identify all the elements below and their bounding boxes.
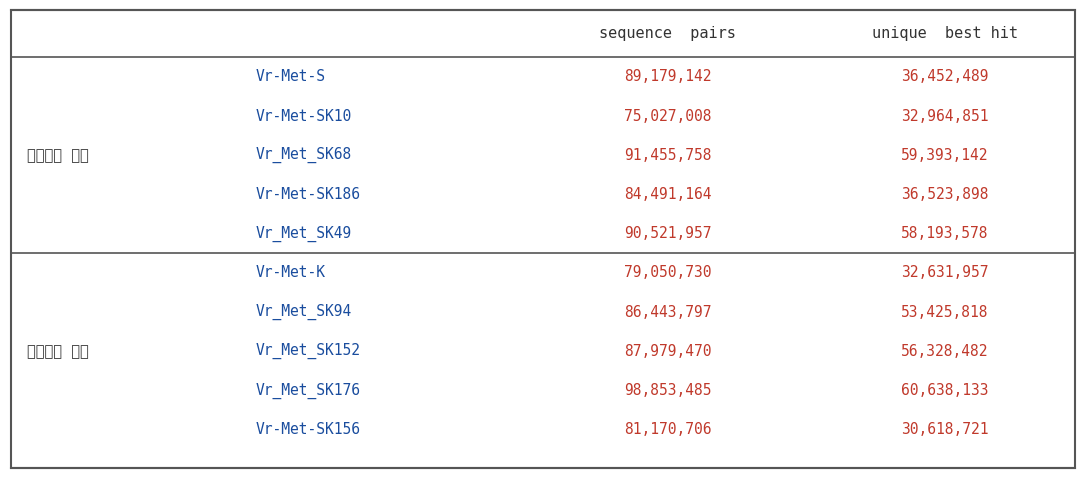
Text: unique  best hit: unique best hit <box>872 26 1018 41</box>
Text: 동시등숙  높음: 동시등숙 높음 <box>27 148 89 163</box>
Text: Vr_Met_SK94: Vr_Met_SK94 <box>255 304 352 320</box>
Text: Vr-Met-SK156: Vr-Met-SK156 <box>255 422 361 437</box>
Text: Vr-Met-SK186: Vr-Met-SK186 <box>255 187 361 202</box>
Text: sequence  pairs: sequence pairs <box>599 26 736 41</box>
Text: 59,393,142: 59,393,142 <box>901 148 988 163</box>
Text: 86,443,797: 86,443,797 <box>624 304 711 320</box>
Text: Vr-Met-S: Vr-Met-S <box>255 69 325 85</box>
Text: Vr_Met_SK68: Vr_Met_SK68 <box>255 147 352 163</box>
Text: 98,853,485: 98,853,485 <box>624 383 711 398</box>
Text: 36,523,898: 36,523,898 <box>901 187 988 202</box>
Text: 동시등숙  낙음: 동시등숙 낙음 <box>27 344 89 359</box>
Text: 32,964,851: 32,964,851 <box>901 109 988 124</box>
Text: Vr-Met-K: Vr-Met-K <box>255 265 325 281</box>
Text: 84,491,164: 84,491,164 <box>624 187 711 202</box>
Text: 30,618,721: 30,618,721 <box>901 422 988 437</box>
Text: 87,979,470: 87,979,470 <box>624 344 711 359</box>
Text: 75,027,008: 75,027,008 <box>624 109 711 124</box>
Text: Vr-Met-SK10: Vr-Met-SK10 <box>255 109 352 124</box>
Text: 81,170,706: 81,170,706 <box>624 422 711 437</box>
Text: 60,638,133: 60,638,133 <box>901 383 988 398</box>
Text: Vr_Met_SK176: Vr_Met_SK176 <box>255 382 361 399</box>
Text: 58,193,578: 58,193,578 <box>901 226 988 241</box>
Text: Vr_Met_SK49: Vr_Met_SK49 <box>255 226 352 242</box>
Text: 56,328,482: 56,328,482 <box>901 344 988 359</box>
Text: 90,521,957: 90,521,957 <box>624 226 711 241</box>
Text: 89,179,142: 89,179,142 <box>624 69 711 85</box>
Text: Vr_Met_SK152: Vr_Met_SK152 <box>255 343 361 359</box>
Text: 79,050,730: 79,050,730 <box>624 265 711 281</box>
Text: 32,631,957: 32,631,957 <box>901 265 988 281</box>
Text: 53,425,818: 53,425,818 <box>901 304 988 320</box>
Text: 36,452,489: 36,452,489 <box>901 69 988 85</box>
Text: 91,455,758: 91,455,758 <box>624 148 711 163</box>
